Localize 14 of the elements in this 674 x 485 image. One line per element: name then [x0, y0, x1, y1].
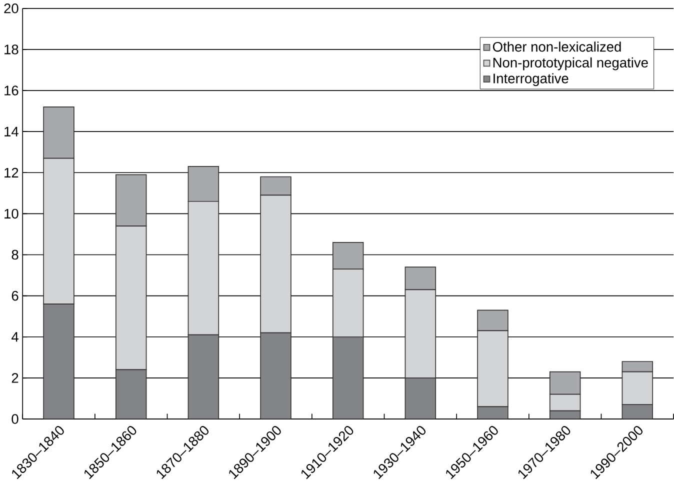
- y-tick-label: 8: [12, 250, 18, 260]
- y-tick-label: 16: [4, 86, 18, 96]
- y-tick-label: 6: [12, 290, 18, 301]
- y-tick-label: 14: [4, 126, 18, 136]
- y-tick-label: 0: [12, 414, 18, 424]
- y-tick-label: 20: [4, 4, 18, 14]
- legend-label: Other non-lexicalized: [492, 42, 621, 52]
- y-tick-label: 18: [4, 44, 18, 54]
- y-tick-label: 10: [4, 208, 18, 219]
- y-tick-label: 2: [12, 373, 18, 383]
- y-tick-label: 4: [12, 332, 18, 342]
- legend-label: Non-prototypical negative: [493, 57, 648, 70]
- legend-label: Interrogative: [494, 73, 568, 86]
- y-tick-label: 12: [4, 168, 18, 178]
